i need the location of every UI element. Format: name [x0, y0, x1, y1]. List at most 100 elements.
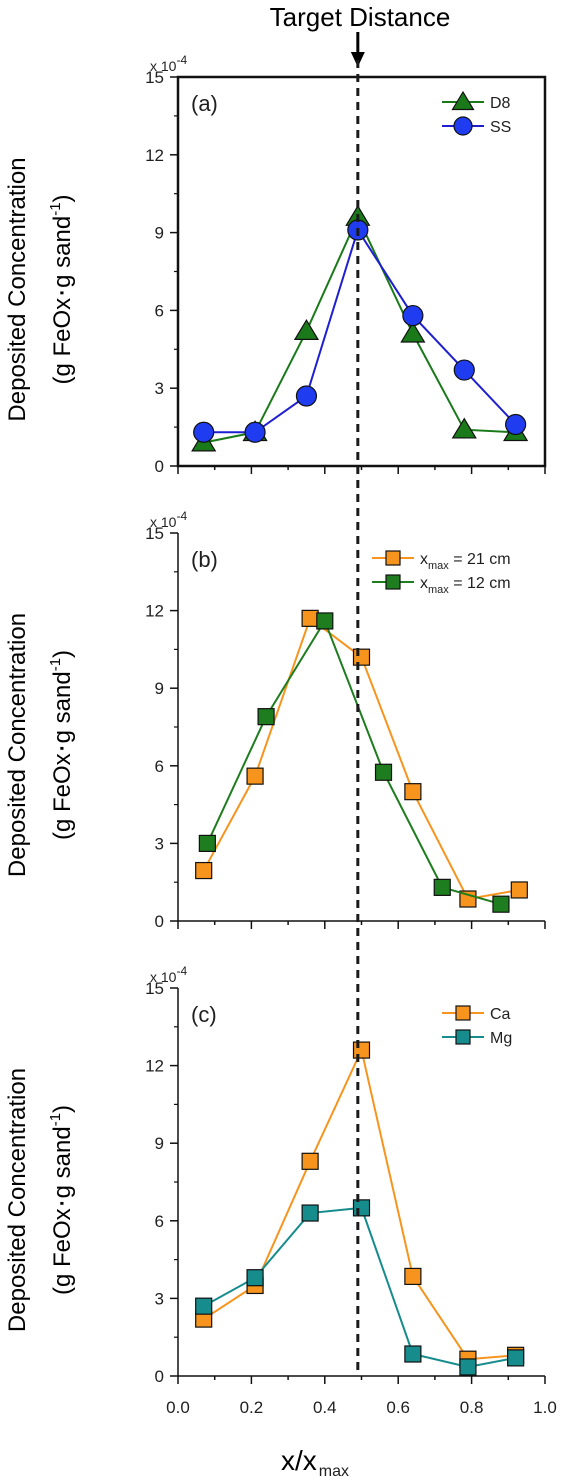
y-axis-label-unit-part: ) — [49, 1105, 76, 1113]
y-axis-label-line2: (g FeOx·g sand-1) — [44, 650, 77, 840]
data-point — [198, 834, 216, 853]
data-point — [453, 359, 475, 381]
y-axis-label-unit-part: ) — [49, 650, 76, 658]
y-multiplier-base: x 10 — [150, 969, 177, 985]
data-point — [246, 1269, 264, 1287]
target-distance-label: Target Distance — [270, 2, 451, 32]
data-point — [352, 1041, 371, 1059]
y-axis-label-unit-part: (g FeOx — [49, 1208, 76, 1295]
series-line — [206, 618, 502, 906]
x-tick-label: 1.0 — [533, 1398, 557, 1417]
legend-marker — [455, 1005, 471, 1021]
data-point — [244, 421, 266, 443]
y-tick-label: 12 — [145, 1057, 164, 1076]
legend-label-rest: = 12 cm — [449, 575, 511, 592]
legend-label-main: x — [420, 551, 428, 568]
x-axis-label-sub: max — [319, 1463, 349, 1480]
legend-label: Mg — [490, 1030, 512, 1047]
y-tick-label: 15 — [145, 979, 164, 998]
y-tick-label: 15 — [145, 68, 164, 87]
legend-label: xmax = 12 cm — [420, 575, 511, 596]
y-tick-label: 6 — [155, 757, 164, 776]
data-point — [295, 385, 318, 407]
y-tick-label: 0 — [155, 457, 164, 476]
legend-entry: xmax = 21 cm — [372, 550, 511, 572]
x-axis-label: x/x max — [281, 1445, 349, 1480]
y-axis-label-exponent: -1 — [47, 1113, 64, 1126]
y-tick-label: 6 — [155, 301, 164, 320]
y-tick-label: 0 — [155, 1367, 164, 1386]
series-1 — [195, 1199, 525, 1376]
y-axis-label-line2: (g FeOx·g sand-1) — [44, 194, 77, 384]
panel-letter: (b) — [191, 547, 218, 572]
y-axis-label-unit-part: g sand — [49, 1126, 76, 1198]
panel-letter: (a) — [191, 91, 218, 116]
legend-marker — [451, 90, 475, 111]
x-axis-label-main: x/x — [281, 1445, 317, 1476]
data-point — [195, 1297, 213, 1315]
legend-label-rest: = 21 cm — [449, 551, 511, 568]
legend-label-sub: max — [428, 560, 449, 572]
y-tick-label: 12 — [145, 146, 164, 165]
legend-marker — [453, 116, 473, 136]
y-axis-label-line1: Deposited Concentration — [4, 157, 31, 421]
legend-entry: xmax = 12 cm — [372, 574, 511, 596]
legend-label: SS — [490, 119, 511, 136]
data-point — [404, 1267, 422, 1286]
y-tick-label: 3 — [155, 834, 164, 853]
y-tick-label: 9 — [155, 679, 164, 698]
y-axis-label-line1: Deposited Concentration — [4, 613, 31, 877]
x-tick-label: 0.4 — [313, 1398, 337, 1417]
data-point — [301, 609, 319, 627]
data-point — [352, 648, 371, 666]
data-point — [400, 321, 426, 343]
data-point — [459, 1358, 477, 1376]
data-point — [404, 1345, 422, 1363]
data-point — [510, 881, 528, 899]
y-axis-label-unit-part: g sand — [49, 216, 76, 288]
x-tick-label: 0.6 — [386, 1398, 410, 1417]
data-point — [451, 417, 477, 439]
legend-label: xmax = 21 cm — [420, 551, 511, 572]
y-tick-label: 3 — [155, 1289, 164, 1308]
legend-marker — [385, 550, 401, 566]
x-tick-label: 0.8 — [460, 1398, 484, 1417]
y-axis-label-exponent: -1 — [47, 658, 64, 671]
data-point — [301, 1204, 319, 1222]
y-tick-label: 15 — [145, 524, 164, 543]
y-axis-label-unit-part: (g FeOx — [49, 298, 76, 385]
data-point — [433, 878, 451, 896]
data-point — [257, 708, 275, 726]
series-1 — [198, 612, 510, 913]
legend-entry: SS — [442, 116, 511, 136]
y-multiplier-base: x 10 — [150, 58, 177, 74]
panel-letter: (c) — [191, 1002, 217, 1027]
y-axis-label-unit-part: g sand — [49, 671, 76, 743]
legend-label-main: x — [420, 575, 428, 592]
y-multiplier: x 10-4 — [150, 53, 187, 74]
data-point — [374, 763, 393, 781]
data-point — [507, 1349, 525, 1367]
y-tick-label: 0 — [155, 912, 164, 931]
x-tick-label: 0.2 — [240, 1398, 264, 1417]
y-multiplier: x 10-4 — [150, 509, 187, 530]
data-point — [404, 783, 422, 801]
data-point — [316, 612, 334, 630]
legend-entry: D8 — [442, 90, 511, 112]
y-multiplier-exponent: -4 — [176, 964, 187, 978]
data-point — [301, 1152, 319, 1170]
legend-label: Ca — [490, 1006, 511, 1023]
legend-entry: Mg — [442, 1029, 512, 1047]
legend-marker — [385, 574, 401, 590]
series-line — [203, 214, 516, 444]
y-multiplier-exponent: -4 — [176, 509, 187, 523]
data-point — [193, 421, 215, 443]
y-multiplier: x 10-4 — [150, 964, 187, 985]
y-axis-label-unit-part: ) — [49, 194, 76, 202]
data-point — [492, 895, 510, 913]
y-tick-label: 9 — [155, 1134, 164, 1153]
y-tick-label: 3 — [155, 379, 164, 398]
